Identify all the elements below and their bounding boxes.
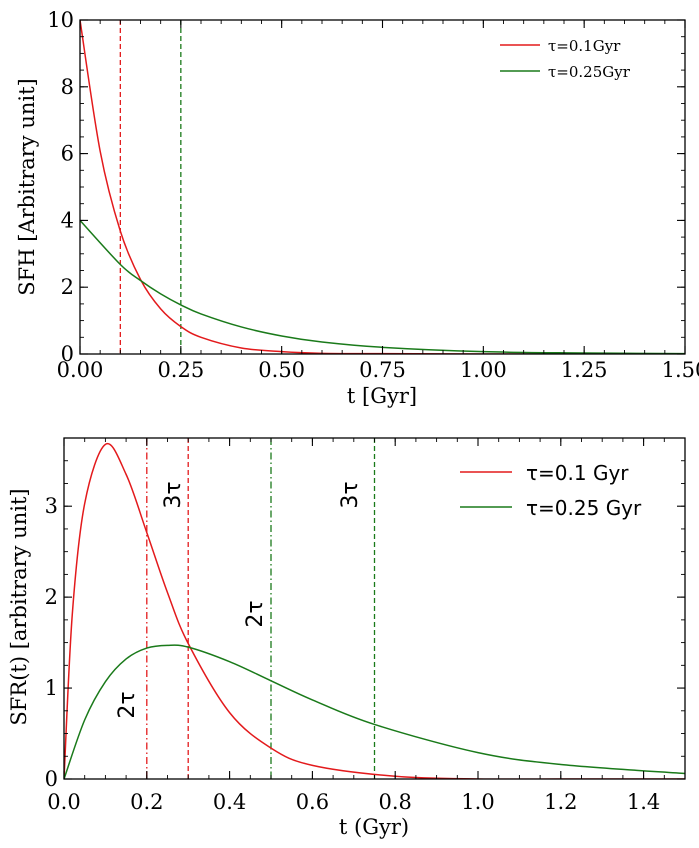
- bottom-y-tick-label: 2: [45, 585, 58, 609]
- bottom-x-tick-label: 1.0: [461, 790, 494, 814]
- bottom-series-line-2: [64, 644, 685, 779]
- bottom-y-tick-label: 0: [45, 767, 58, 791]
- bottom-y-tick-label: 3: [45, 494, 58, 518]
- top-series-line-2: [80, 219, 685, 354]
- annotation-2tau-green: 2τ: [243, 600, 268, 627]
- bottom-legend-label-1: τ=0.1 Gyr: [526, 461, 629, 485]
- top-y-tick-label: 2: [61, 275, 74, 299]
- top-x-tick-label: 0.75: [359, 358, 406, 382]
- bottom-x-tick-label: 0.2: [130, 790, 163, 814]
- bottom-y-axis-title: SFR(t) [arbitrary unit]: [7, 488, 31, 725]
- top-y-tick-label: 8: [61, 75, 74, 99]
- top-x-tick-label: 1.50: [662, 358, 699, 382]
- top-y-tick-label: 0: [61, 342, 74, 366]
- bottom-chart-marks: [64, 438, 685, 779]
- top-legend: τ=0.1Gyr τ=0.25Gyr: [500, 37, 631, 81]
- bottom-chart-ticks: 0.0 0.2 0.4 0.6 0.8 1.0 1.2 1.4 0 1 2 3: [45, 437, 686, 814]
- top-x-axis-title: t [Gyr]: [347, 384, 417, 408]
- bottom-plot-area: [64, 438, 685, 779]
- bottom-legend-entry-2: τ=0.25 Gyr: [460, 496, 642, 520]
- top-plot-area: [80, 20, 685, 354]
- bottom-chart-panel: 0.0 0.2 0.4 0.6 0.8 1.0 1.2 1.4 0 1 2 3 t (Gyr) SFR…: [7, 437, 686, 839]
- bottom-x-tick-label: 0.8: [378, 790, 411, 814]
- top-x-tick-label: 0.25: [157, 358, 204, 382]
- bottom-legend-entry-1: τ=0.1 Gyr: [460, 461, 629, 485]
- top-y-axis-title: SFH [Arbitrary unit]: [15, 78, 39, 295]
- top-x-tick-label: 1.00: [460, 358, 507, 382]
- top-legend-entry-1: τ=0.1Gyr: [500, 37, 621, 55]
- bottom-legend-label-2: τ=0.25 Gyr: [526, 496, 642, 520]
- top-legend-label-2: τ=0.25Gyr: [548, 63, 631, 81]
- annotation-3tau-green: 3τ: [338, 481, 363, 508]
- top-legend-entry-2: τ=0.25Gyr: [500, 63, 631, 81]
- top-x-tick-label: 0.00: [57, 358, 104, 382]
- bottom-x-tick-label: 1.4: [627, 790, 660, 814]
- bottom-y-tick-label: 1: [45, 676, 58, 700]
- bottom-x-tick-label: 1.2: [544, 790, 577, 814]
- top-legend-label-1: τ=0.1Gyr: [548, 37, 621, 55]
- top-series-line-1: [80, 20, 685, 354]
- bottom-x-tick-label: 0.0: [47, 790, 80, 814]
- bottom-x-tick-label: 0.4: [213, 790, 246, 814]
- bottom-x-axis-title: t (Gyr): [339, 815, 409, 839]
- top-chart-ticks: 0.00 0.25 0.50 0.75 1.00 1.25 1.50 0 2 4 6 8 10: [47, 8, 699, 382]
- top-x-tick-label: 0.50: [258, 358, 305, 382]
- bottom-legend: τ=0.1 Gyr τ=0.25 Gyr: [460, 461, 642, 520]
- bottom-x-tick-label: 0.6: [296, 790, 329, 814]
- annotation-3tau-red: 3τ: [161, 481, 186, 508]
- annotation-2tau-red: 2τ: [115, 691, 140, 718]
- top-y-tick-label: 4: [61, 208, 74, 232]
- top-chart-panel: 0.00 0.25 0.50 0.75 1.00 1.25 1.50 0 2 4 6 8 10 t [G…: [15, 8, 699, 408]
- top-y-tick-label: 6: [61, 142, 74, 166]
- top-x-tick-label: 1.25: [561, 358, 608, 382]
- top-chart-marks: [80, 20, 685, 354]
- top-y-tick-label: 10: [47, 8, 74, 32]
